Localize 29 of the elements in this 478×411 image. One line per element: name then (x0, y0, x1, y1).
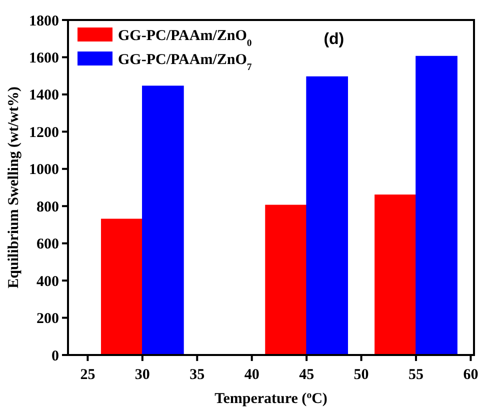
y-tick-label: 1600 (29, 50, 59, 66)
y-tick-label: 1400 (29, 88, 59, 104)
bar (100, 218, 143, 356)
bar (142, 86, 184, 356)
x-tick-label: 25 (80, 367, 96, 383)
y-tick-label: 1800 (29, 13, 59, 30)
bar (374, 194, 416, 356)
y-tick-label: 400 (36, 274, 59, 290)
y-tick-label: 0 (52, 348, 59, 364)
y-tick-label: 200 (36, 311, 59, 328)
y-tick-label: 1200 (29, 124, 59, 141)
y-tick-label: 1000 (29, 162, 59, 178)
x-tick-label: 55 (408, 367, 424, 383)
x-tick-label: 35 (190, 367, 205, 383)
x-tick-label: 40 (244, 367, 260, 383)
bar (306, 76, 348, 356)
legend-label: GG-PC/PAAm/ZnO$_{0}$ (118, 28, 252, 48)
legend-label: GG-PC/PAAm/ZnO$_{7}$ (118, 52, 252, 72)
x-tick-label: 30 (134, 367, 150, 383)
y-tick-label: 800 (36, 199, 59, 216)
x-tick-label: 50 (354, 367, 369, 383)
bar (416, 56, 458, 356)
x-tick-label: 45 (299, 367, 314, 383)
y-axis-title: Equilibrium Swelling (wt/wt%) (6, 86, 22, 288)
x-tick-label: 60 (463, 367, 478, 383)
text: (d) (324, 31, 344, 48)
x-axis-title: Temperature ($^{o}$C) (214, 390, 328, 407)
bar (265, 204, 307, 356)
y-tick-label: 600 (36, 236, 59, 253)
